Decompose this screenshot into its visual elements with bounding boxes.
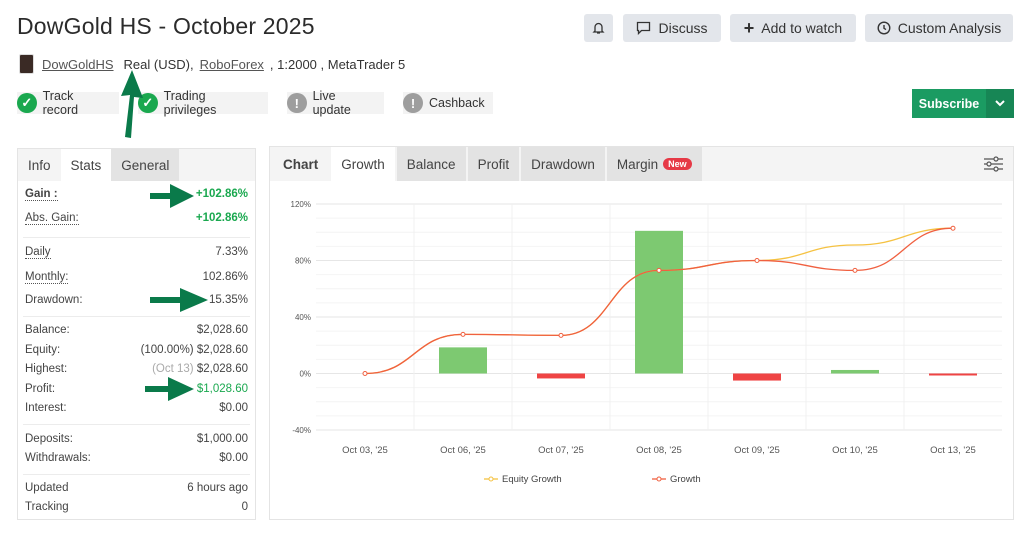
bar <box>733 373 781 381</box>
stat-equity: Equity: (100.00%) $2,028.60 <box>25 344 248 356</box>
x-tick-label: Oct 07, '25 <box>538 445 584 456</box>
badge-cashback[interactable]: ! Cashback <box>403 92 493 114</box>
discuss-label: Discuss <box>658 20 708 36</box>
subscribe-label[interactable]: Subscribe <box>918 96 980 111</box>
y-tick-label: 120% <box>291 200 311 209</box>
tab-info[interactable]: Info <box>28 157 51 173</box>
stat-highest: Highest: (Oct 13) $2,028.60 <box>25 363 248 375</box>
stat-withdrawals: Withdrawals: $0.00 <box>25 452 248 464</box>
custom-analysis-button[interactable]: Custom Analysis <box>865 14 1013 42</box>
x-tick-label: Oct 13, '25 <box>930 445 976 456</box>
notify-button[interactable] <box>584 14 613 42</box>
data-point <box>558 332 564 338</box>
data-point <box>754 258 760 263</box>
badge-live-update[interactable]: ! Live update <box>287 89 384 117</box>
stat-interest: Interest: $0.00 <box>25 402 248 414</box>
tab-general[interactable]: General <box>111 149 180 181</box>
legend-label: Growth <box>670 474 701 485</box>
add-to-watch-button[interactable]: + Add to watch <box>730 14 856 42</box>
stat-updated: Updated 6 hours ago <box>25 482 248 494</box>
bar <box>929 373 977 376</box>
tab-stats[interactable]: Stats <box>60 149 112 181</box>
stat-daily: Daily 7.33% <box>25 246 248 259</box>
badge-trading-privileges[interactable]: ✓ Trading privileges <box>138 89 268 117</box>
exclamation-icon: ! <box>403 93 423 113</box>
x-tick-label: Oct 06, '25 <box>440 445 486 456</box>
bar <box>831 369 879 374</box>
data-point <box>460 331 466 337</box>
custom-analysis-label: Custom Analysis <box>897 20 1002 36</box>
plus-icon: + <box>743 17 755 38</box>
page-title: DowGold HS - October 2025 <box>17 13 315 39</box>
data-point <box>950 225 956 231</box>
stat-monthly: Monthly: 102.86% <box>25 271 248 284</box>
y-tick-label: -40% <box>292 426 311 435</box>
badge-label: Cashback <box>429 96 485 110</box>
chart-panel: Chart Growth Balance Profit Drawdown Mar… <box>269 146 1014 520</box>
legend-label: Equity Growth <box>502 474 562 485</box>
x-tick-label: Oct 03, '25 <box>342 445 388 456</box>
tab-growth[interactable]: Growth <box>331 147 395 181</box>
badge-label: Trading privileges <box>163 89 217 117</box>
data-point <box>362 371 368 376</box>
check-icon: ✓ <box>17 93 37 113</box>
legend-marker <box>656 476 662 482</box>
discuss-button[interactable]: Discuss <box>623 14 721 42</box>
data-point <box>656 267 662 273</box>
avatar <box>19 54 34 74</box>
chevron-down-icon[interactable] <box>986 89 1014 118</box>
stat-drawdown: Drawdown: 15.35% <box>25 294 248 306</box>
comment-icon <box>637 21 651 35</box>
y-tick-label: 80% <box>295 257 311 266</box>
bar <box>439 347 487 374</box>
new-badge: New <box>663 158 692 170</box>
y-tick-label: 40% <box>295 313 311 322</box>
x-tick-label: Oct 10, '25 <box>832 445 878 456</box>
account-info: DowGoldHS Real (USD), RoboForex , 1:2000… <box>19 54 405 74</box>
stat-gain: Gain : +102.86% <box>25 188 248 201</box>
bar <box>635 230 683 374</box>
tab-profit[interactable]: Profit <box>467 147 520 181</box>
stats-panel: Info Stats General Gain : +102.86% Abs. G… <box>17 148 256 520</box>
stat-tracking: Tracking 0 <box>25 501 248 513</box>
stat-deposits: Deposits: $1,000.00 <box>25 433 248 445</box>
system-link[interactable]: DowGoldHS <box>42 56 114 72</box>
tab-chart[interactable]: Chart <box>283 156 319 172</box>
subscribe-button[interactable]: Subscribe <box>912 89 1014 118</box>
tab-balance[interactable]: Balance <box>396 147 466 181</box>
y-tick-label: 0% <box>299 370 311 379</box>
bell-icon <box>592 22 605 34</box>
badge-label: Live update <box>312 89 351 117</box>
x-tick-label: Oct 08, '25 <box>636 445 682 456</box>
badge-track-record[interactable]: ✓ Track record <box>17 89 119 117</box>
add-watch-label: Add to watch <box>761 20 843 36</box>
badge-label: Track record <box>42 89 79 117</box>
settings-sliders-icon[interactable] <box>973 147 1013 181</box>
stat-balance: Balance: $2,028.60 <box>25 324 248 336</box>
exclamation-icon: ! <box>287 93 307 113</box>
stat-profit: Profit: $1,028.60 <box>25 383 248 395</box>
x-tick-label: Oct 09, '25 <box>734 445 780 456</box>
leverage-platform: , 1:2000 , MetaTrader 5 <box>269 56 406 72</box>
broker-link[interactable]: RoboForex <box>199 56 264 72</box>
clock-icon <box>877 21 891 35</box>
tab-drawdown[interactable]: Drawdown <box>521 147 605 181</box>
legend-marker <box>488 476 494 482</box>
tab-margin[interactable]: Margin New <box>606 147 702 181</box>
bar <box>537 373 585 379</box>
stat-abs-gain: Abs. Gain: +102.86% <box>25 212 248 225</box>
account-type: Real (USD), <box>123 56 194 72</box>
data-point <box>852 267 858 273</box>
